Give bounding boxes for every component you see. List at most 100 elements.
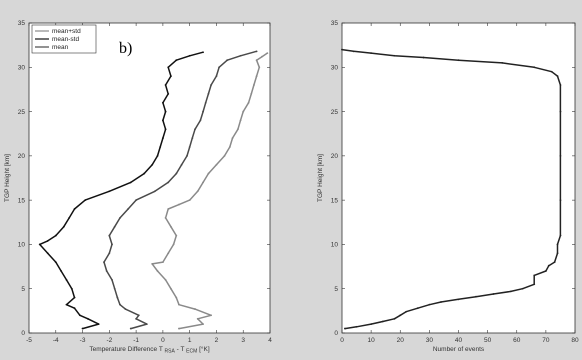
data-point [533,274,536,277]
x-label-mid: - T [177,346,185,353]
x-tick-label: 30 [426,337,434,344]
data-point [559,199,562,202]
data-point [556,75,559,78]
x-axis-right: 0 10 20 30 40 50 60 70 80 [340,23,579,344]
legend-entry: mean+std [52,28,81,35]
data-point [145,323,148,326]
data-point [119,216,121,219]
data-point [103,261,105,264]
data-point [393,54,396,57]
data-point [344,327,346,330]
x-tick-label: -3 [80,337,86,344]
data-point [553,261,556,264]
data-point [188,54,191,57]
data-point [258,66,261,69]
data-point [137,314,140,317]
data-point [559,110,562,113]
data-point [62,225,65,228]
data-point [215,75,218,78]
data-point [559,154,562,157]
data-point [46,252,49,255]
data-point [172,243,175,246]
y-tick-label: 30 [18,64,26,71]
data-point [188,199,191,202]
data-point [87,317,89,320]
data-point [255,50,258,53]
data-point [393,317,396,320]
data-point [533,66,536,69]
data-point [105,270,108,272]
data-point [218,66,221,69]
data-point [111,278,113,281]
x-tick-label: -5 [26,337,32,344]
series-line-mean-std [151,52,268,330]
x-label-main: Temperature Difference T [89,346,162,353]
data-point [167,252,170,255]
data-point [261,55,263,58]
data-point [164,128,167,131]
x-label-sub-rsa: RSA [165,349,176,355]
x-tick-label: 2 [215,337,219,344]
y-tick-label: 5 [334,286,338,293]
data-point [247,101,250,104]
data-point [556,252,559,255]
data-point [501,61,504,64]
data-point [559,84,562,86]
data-point [156,154,159,157]
data-point [533,283,536,286]
data-point [422,56,425,59]
data-point [153,190,156,193]
data-point [556,243,559,246]
data-point [202,51,204,54]
data-point [521,287,524,290]
x-tick-label: 4 [268,337,272,344]
data-point [239,54,242,57]
x-axis-label-left: Temperature Difference T RSA - T ECM [°K… [89,345,209,355]
data-point [159,146,162,148]
data-point [161,137,164,140]
data-point [547,264,550,267]
data-point [84,199,87,202]
data-point [255,59,258,62]
data-point [492,293,495,295]
data-point [135,317,138,320]
x-axis-label-right: Number of events [433,346,485,353]
data-point [167,181,170,184]
data-point [175,59,178,62]
data-point [164,84,167,86]
data-point [341,48,343,51]
data-point [65,303,68,306]
chart-right: 0 5 10 15 20 25 30 35 0 10 20 30 40 50 60 70 80 TGP Hei… [317,20,579,353]
data-point [135,199,138,202]
data-point [457,298,460,301]
y-tick-label: 0 [334,330,338,337]
y-axis-label-left: TGP Height [km] [4,154,11,202]
y-tick-label: 20 [18,153,26,160]
data-point [70,287,73,290]
data-point [108,190,111,193]
data-point [186,154,188,157]
data-point [111,243,113,246]
data-point [210,314,212,317]
data-point [457,59,460,62]
y-tick-label: 10 [18,242,26,249]
data-point [199,119,202,122]
data-point [250,92,253,95]
data-point [202,323,204,326]
data-point [202,110,204,113]
data-point [194,128,196,131]
plot-frame-right [341,22,576,334]
data-point [428,303,431,306]
y-axis-right: 0 5 10 15 20 25 30 35 [331,20,575,337]
data-point [73,307,76,310]
data-point [204,101,207,104]
x-label-sub-ecm: ECM [186,349,197,355]
data-point [151,263,154,265]
panel-label: b) [119,40,132,57]
data-point [119,303,121,306]
data-point [78,314,81,317]
series-lines-left [38,50,269,330]
x-label-unit: [°K] [199,345,210,353]
x-tick-label: 10 [368,337,376,344]
data-point [210,84,212,86]
